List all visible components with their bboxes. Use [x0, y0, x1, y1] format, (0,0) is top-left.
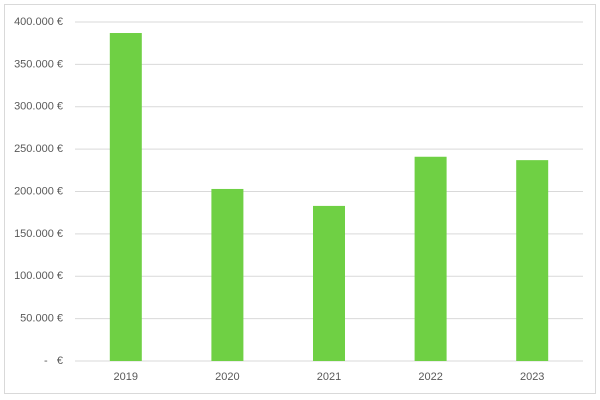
- x-tick-label: 2019: [114, 371, 138, 383]
- y-tick-label: 400.000 €: [14, 16, 63, 28]
- y-tick-label: 300.000 €: [14, 101, 63, 113]
- bar: [211, 188, 244, 361]
- bar: [516, 160, 549, 361]
- y-tick-label: 150.000 €: [14, 228, 63, 240]
- y-tick-label: 250.000 €: [14, 143, 63, 155]
- bar: [414, 156, 447, 361]
- y-tick-label: - €: [44, 355, 63, 367]
- y-tick-label: 100.000 €: [14, 270, 63, 282]
- y-tick-label: 50.000 €: [20, 313, 63, 325]
- bar: [109, 33, 142, 362]
- x-tick-label: 2021: [317, 371, 341, 383]
- chart-border: [4, 4, 596, 394]
- x-tick-label: 2022: [418, 371, 442, 383]
- bar: [313, 205, 345, 361]
- y-tick-label: 350.000 €: [14, 58, 63, 70]
- x-tick-label: 2023: [520, 371, 544, 383]
- x-tick-label: 2020: [215, 371, 239, 383]
- y-tick-label: 200.000 €: [14, 185, 63, 197]
